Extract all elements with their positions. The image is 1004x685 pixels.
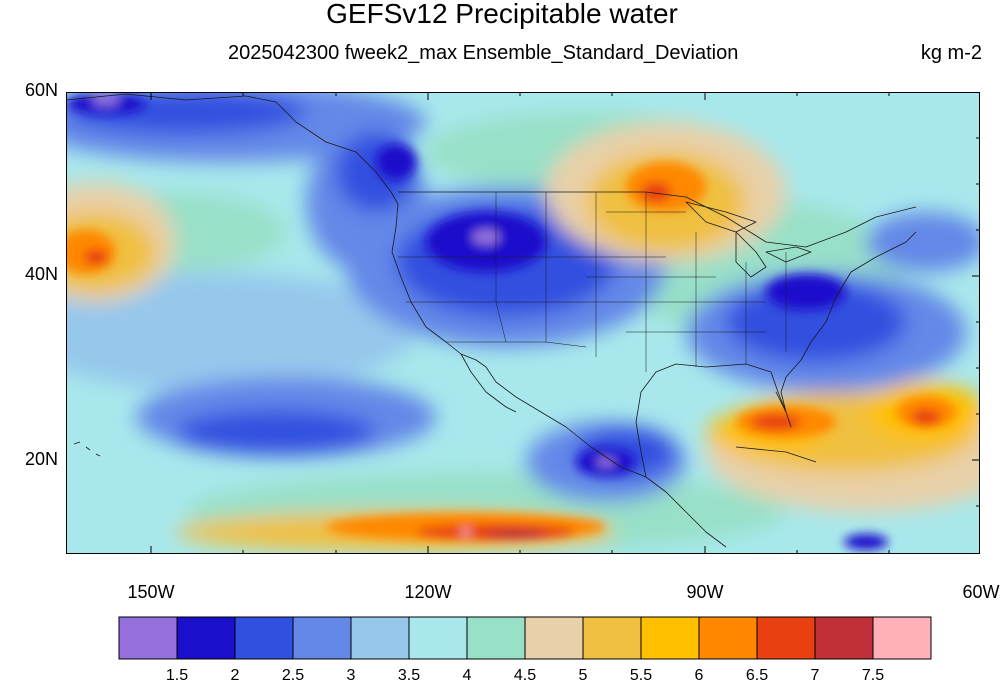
colorbar-tick-label: 3 bbox=[346, 667, 356, 684]
colorbar-swatch bbox=[524, 616, 584, 660]
precipitable-water-map bbox=[66, 92, 980, 554]
colorbar-tick-label: 5 bbox=[578, 667, 588, 684]
colorbar-swatch bbox=[176, 616, 236, 660]
colorbar bbox=[118, 616, 932, 660]
units-label: kg m-2 bbox=[920, 42, 982, 64]
colorbar-swatch bbox=[466, 616, 526, 660]
lon-label-120w: 120W bbox=[404, 582, 452, 602]
map-subtitle: 2025042300 fweek2_max Ensemble_Standard_… bbox=[228, 42, 739, 64]
colorbar-tick-label: 7.5 bbox=[861, 667, 885, 684]
colorbar-tick-label: 4 bbox=[462, 667, 472, 684]
lat-label-40n: 40N bbox=[24, 264, 58, 284]
colorbar-swatch bbox=[756, 616, 816, 660]
colorbar-swatch bbox=[292, 616, 352, 660]
colorbar-swatch bbox=[350, 616, 410, 660]
lat-label-60n: 60N bbox=[24, 80, 58, 100]
lat-label-20n: 20N bbox=[24, 449, 58, 469]
colorbar-tick-label: 5.5 bbox=[629, 667, 653, 684]
colorbar-tick-label: 3.5 bbox=[397, 667, 421, 684]
colorbar-swatch bbox=[640, 616, 700, 660]
colorbar-tick-label: 7 bbox=[810, 667, 820, 684]
colorbar-tick-label: 4.5 bbox=[513, 667, 537, 684]
colorbar-swatch bbox=[234, 616, 294, 660]
colorbar-swatch bbox=[872, 616, 932, 660]
colorbar-tick-label: 6 bbox=[694, 667, 704, 684]
colorbar-swatch bbox=[582, 616, 642, 660]
colorbar-swatch bbox=[698, 616, 758, 660]
lon-label-90w: 90W bbox=[686, 582, 724, 602]
colorbar-tick-label: 2.5 bbox=[281, 667, 305, 684]
map-title: GEFSv12 Precipitable water bbox=[326, 0, 678, 29]
lon-label-150w: 150W bbox=[127, 582, 175, 602]
lon-label-60w: 60W bbox=[962, 582, 1000, 602]
colorbar-tick-label: 2 bbox=[230, 667, 240, 684]
colorbar-swatch bbox=[408, 616, 468, 660]
colorbar-tick-label: 6.5 bbox=[745, 667, 769, 684]
colorbar-tick-label: 1.5 bbox=[165, 667, 189, 684]
colorbar-swatch bbox=[118, 616, 178, 660]
colorbar-swatch bbox=[814, 616, 874, 660]
